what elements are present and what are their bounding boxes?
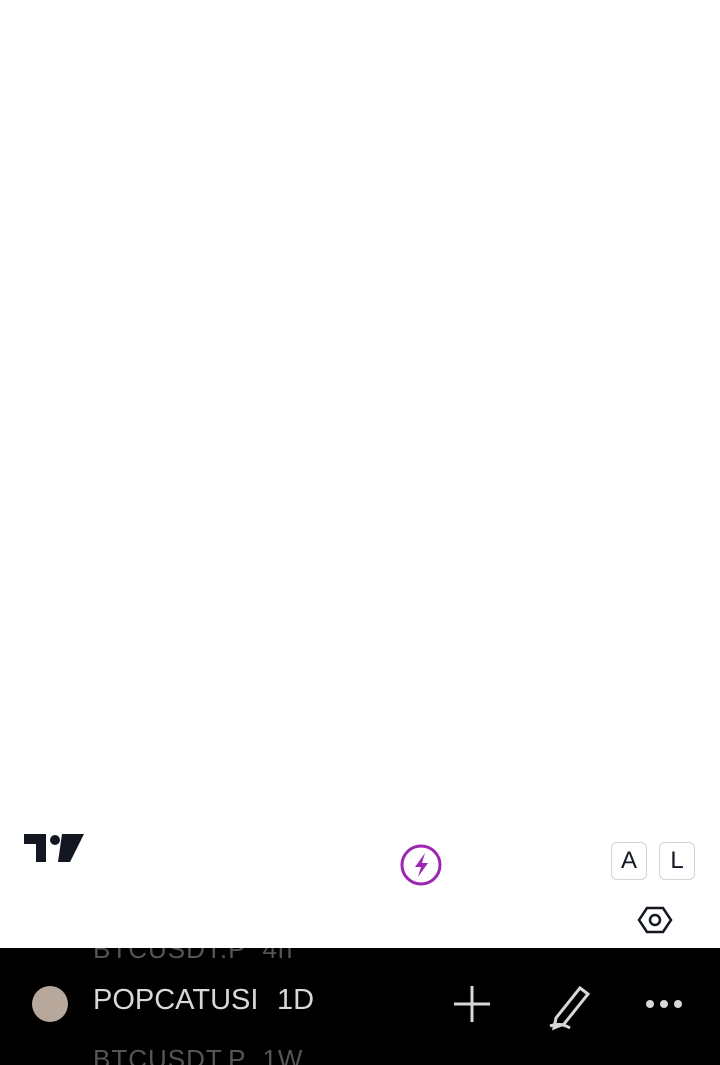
ghost-row: BTCUSDT.P 1W: [93, 1044, 304, 1065]
chart: [24, 834, 673, 934]
auto-scale-button[interactable]: A: [611, 842, 647, 880]
log-scale-button[interactable]: L: [659, 842, 695, 880]
symbol-icon: [32, 986, 68, 1022]
toolbar-icons: [454, 985, 682, 1031]
settings-icon[interactable]: [637, 906, 673, 934]
replay-button[interactable]: [400, 844, 442, 886]
add-button[interactable]: [454, 986, 490, 1022]
symbol[interactable]: POPCATUSI: [93, 984, 259, 1016]
more-button[interactable]: [646, 1000, 682, 1008]
tv-logo: [24, 834, 84, 862]
interval[interactable]: 1D: [277, 984, 315, 1016]
ghost-row: BTCUSDT.P 4h: [93, 948, 294, 964]
bottom-bar: BTCUSDT.P 4h POPCATUSI 1D BTCUSDT.P 1W: [0, 948, 720, 1065]
draw-button[interactable]: [549, 985, 591, 1031]
